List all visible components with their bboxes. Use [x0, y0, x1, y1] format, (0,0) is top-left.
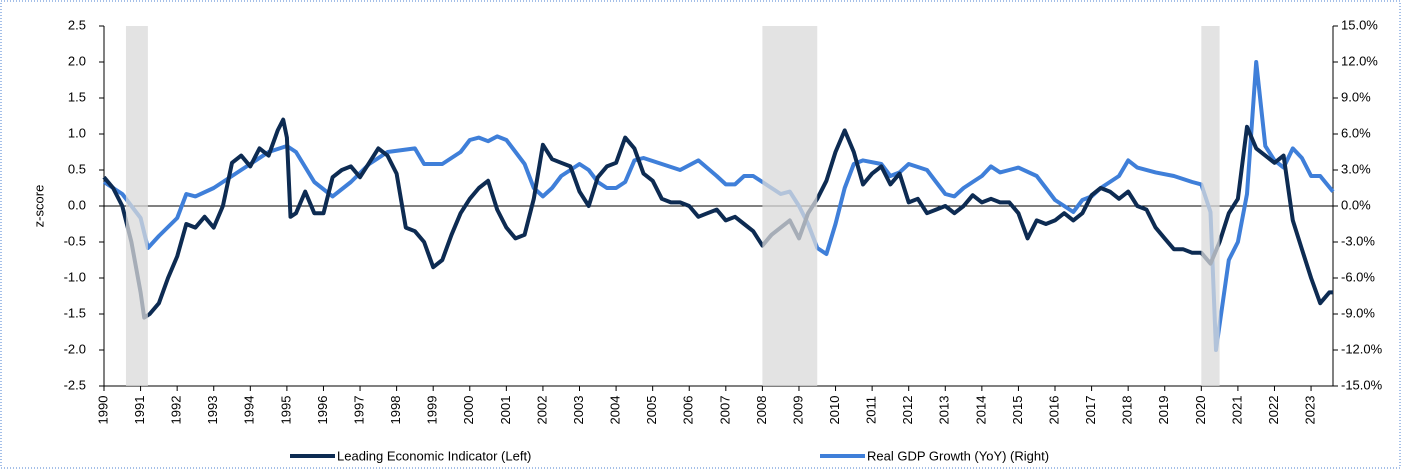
x-tick-label: 2003: [571, 396, 586, 425]
x-tick-label: 1995: [278, 396, 293, 425]
y-tick-label: 2.5: [68, 17, 86, 32]
x-tick-label: 2023: [1302, 396, 1317, 425]
shaded-range: [1201, 26, 1220, 386]
x-tick-label: 1996: [315, 396, 330, 425]
y2-tick-label: 0.0%: [1341, 197, 1371, 212]
x-tick-label: 2011: [864, 396, 879, 424]
x-tick-label: 1992: [169, 396, 184, 425]
x-tick-label: 1991: [132, 396, 147, 425]
shaded-range: [762, 26, 818, 386]
x-tick-label: 1994: [242, 396, 257, 425]
y-axis-label: z-score: [31, 185, 46, 228]
y2-tick-label: 6.0%: [1341, 125, 1371, 140]
y-tick-label: 2.0: [68, 53, 86, 68]
x-tick-label: 2022: [1266, 396, 1281, 425]
shaded-range: [125, 26, 148, 386]
y-tick-label: -1.5: [64, 305, 86, 320]
x-tick-label: 1993: [205, 396, 220, 425]
y2-tick-label: -12.0%: [1341, 341, 1383, 356]
x-tick-label: 2015: [1010, 396, 1025, 425]
x-tick-label: 2021: [1229, 396, 1244, 425]
x-tick-label: 2018: [1120, 396, 1135, 425]
x-tick-label: 1997: [351, 396, 366, 425]
x-tick-label: 2014: [973, 396, 988, 425]
y2-tick-label: -9.0%: [1341, 305, 1375, 320]
y-tick-label: -1.0: [64, 269, 86, 284]
x-tick-label: 2010: [827, 396, 842, 425]
x-tick-label: 2008: [754, 396, 769, 425]
y-tick-label: -2.5: [64, 377, 86, 392]
y2-tick-label: -3.0%: [1341, 233, 1375, 248]
x-tick-label: 2005: [644, 396, 659, 425]
legend-label: Leading Economic Indicator (Left): [337, 448, 531, 463]
legend-label: Real GDP Growth (YoY) (Right): [867, 448, 1049, 463]
y-tick-label: 1.5: [68, 89, 86, 104]
x-tick-label: 2019: [1156, 396, 1171, 425]
x-tick-label: 2009: [790, 396, 805, 425]
x-tick-label: 1999: [425, 396, 440, 425]
y2-tick-label: 3.0%: [1341, 161, 1371, 176]
x-tick-label: 2004: [608, 396, 623, 425]
x-tick-label: 2013: [937, 396, 952, 425]
x-tick-label: 1990: [95, 396, 110, 425]
y-tick-label: -2.0: [64, 341, 86, 356]
y2-tick-label: -15.0%: [1341, 377, 1383, 392]
y-tick-label: -0.5: [64, 233, 86, 248]
y2-tick-label: 12.0%: [1341, 53, 1378, 68]
x-tick-label: 2007: [717, 396, 732, 425]
y2-tick-label: -6.0%: [1341, 269, 1375, 284]
x-tick-label: 2000: [461, 396, 476, 425]
x-tick-label: 2001: [498, 396, 513, 425]
x-tick-label: 2012: [900, 396, 915, 425]
y2-tick-label: 9.0%: [1341, 89, 1371, 104]
y-tick-label: 0.5: [68, 161, 86, 176]
y-tick-label: 1.0: [68, 125, 86, 140]
x-tick-label: 2016: [1046, 396, 1061, 425]
y2-tick-label: 15.0%: [1341, 17, 1378, 32]
y-tick-label: 0.0: [68, 197, 86, 212]
series-line: [102, 117, 1333, 320]
x-tick-label: 2017: [1083, 396, 1098, 425]
x-tick-label: 2006: [681, 396, 696, 425]
x-tick-label: 1998: [388, 396, 403, 425]
x-tick-label: 2020: [1193, 396, 1208, 425]
x-tick-label: 2002: [534, 396, 549, 425]
